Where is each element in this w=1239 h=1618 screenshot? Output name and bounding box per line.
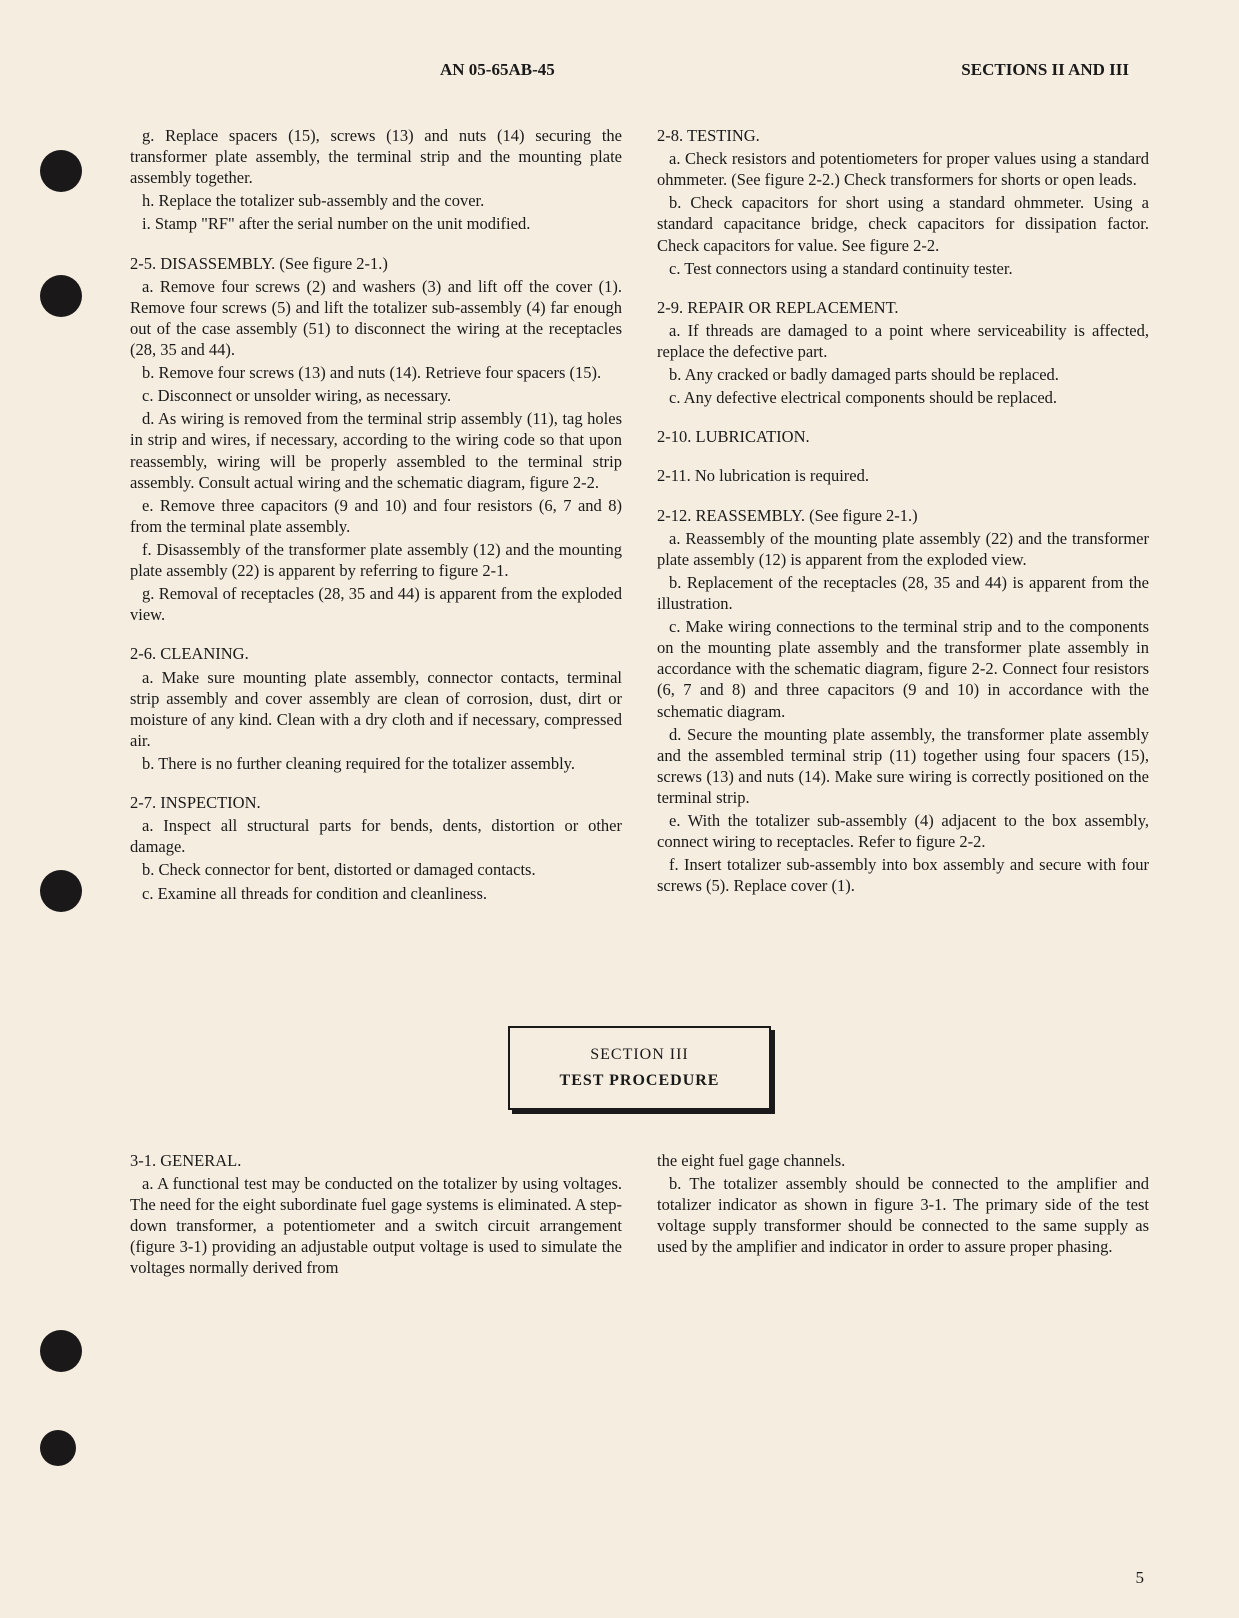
bottom-columns: 3-1. GENERAL. a. A functional test may b… (130, 1150, 1149, 1281)
left-column: g. Replace spacers (15), screws (13) and… (130, 125, 622, 906)
section-heading: 2-9. REPAIR OR REPLACEMENT. (657, 297, 1149, 318)
body-text: f. Insert totalizer sub-assembly into bo… (657, 854, 1149, 896)
body-text: f. Disassembly of the transformer plate … (130, 539, 622, 581)
body-text: e. Remove three capacitors (9 and 10) an… (130, 495, 622, 537)
section-heading: 2-10. LUBRICATION. (657, 426, 1149, 447)
body-text: 2-11. No lubrication is required. (657, 465, 1149, 486)
body-text: h. Replace the totalizer sub-assembly an… (130, 190, 622, 211)
body-text: a. Check resistors and potentiometers fo… (657, 148, 1149, 190)
section-heading: 2-12. REASSEMBLY. (See figure 2-1.) (657, 505, 1149, 526)
body-text: a. Make sure mounting plate assembly, co… (130, 667, 622, 751)
section-heading: 2-6. CLEANING. (130, 643, 622, 664)
body-text: b. Any cracked or badly damaged parts sh… (657, 364, 1149, 385)
document-number: AN 05-65AB-45 (440, 60, 555, 80)
page-number: 5 (1136, 1568, 1145, 1588)
right-column: 2-8. TESTING. a. Check resistors and pot… (657, 125, 1149, 906)
section-heading: 2-7. INSPECTION. (130, 792, 622, 813)
section-box-subtitle: TEST PROCEDURE (560, 1072, 720, 1090)
section-divider: SECTION III TEST PROCEDURE (130, 1026, 1149, 1110)
body-text: c. Any defective electrical components s… (657, 387, 1149, 408)
page-header: AN 05-65AB-45 SECTIONS II AND III (130, 60, 1149, 80)
body-text: e. With the totalizer sub-assembly (4) a… (657, 810, 1149, 852)
section-box-title: SECTION III (560, 1046, 720, 1064)
body-text: c. Examine all threads for condition and… (130, 883, 622, 904)
bottom-right-column: the eight fuel gage channels. b. The tot… (657, 1150, 1149, 1281)
body-text: a. Reassembly of the mounting plate asse… (657, 528, 1149, 570)
body-text: a. Remove four screws (2) and washers (3… (130, 276, 622, 360)
body-text: b. Replacement of the receptacles (28, 3… (657, 572, 1149, 614)
section-heading: 2-8. TESTING. (657, 125, 1149, 146)
punch-hole (40, 870, 82, 912)
body-text: b. Remove four screws (13) and nuts (14)… (130, 362, 622, 383)
body-text: g. Removal of receptacles (28, 35 and 44… (130, 583, 622, 625)
punch-hole (40, 275, 82, 317)
body-text: g. Replace spacers (15), screws (13) and… (130, 125, 622, 188)
punch-hole (40, 1430, 76, 1466)
section-heading: 3-1. GENERAL. (130, 1150, 622, 1171)
main-columns: g. Replace spacers (15), screws (13) and… (130, 125, 1149, 906)
bottom-left-column: 3-1. GENERAL. a. A functional test may b… (130, 1150, 622, 1281)
section-heading: 2-5. DISASSEMBLY. (See figure 2-1.) (130, 253, 622, 274)
body-text: d. As wiring is removed from the termina… (130, 408, 622, 492)
body-text: b. There is no further cleaning required… (130, 753, 622, 774)
section-label: SECTIONS II AND III (961, 60, 1129, 80)
body-text: c. Test connectors using a standard cont… (657, 258, 1149, 279)
punch-hole (40, 150, 82, 192)
punch-hole (40, 1330, 82, 1372)
body-text: b. The totalizer assembly should be conn… (657, 1173, 1149, 1257)
body-text: c. Disconnect or unsolder wiring, as nec… (130, 385, 622, 406)
body-text: a. A functional test may be conducted on… (130, 1173, 622, 1279)
body-text: d. Secure the mounting plate assembly, t… (657, 724, 1149, 808)
body-text: c. Make wiring connections to the termin… (657, 616, 1149, 722)
body-text: b. Check connector for bent, distorted o… (130, 859, 622, 880)
body-text: b. Check capacitors for short using a st… (657, 192, 1149, 255)
body-text: a. Inspect all structural parts for bend… (130, 815, 622, 857)
body-text: a. If threads are damaged to a point whe… (657, 320, 1149, 362)
section-box: SECTION III TEST PROCEDURE (508, 1026, 772, 1110)
body-text: i. Stamp "RF" after the serial number on… (130, 213, 622, 234)
body-text: the eight fuel gage channels. (657, 1150, 1149, 1171)
